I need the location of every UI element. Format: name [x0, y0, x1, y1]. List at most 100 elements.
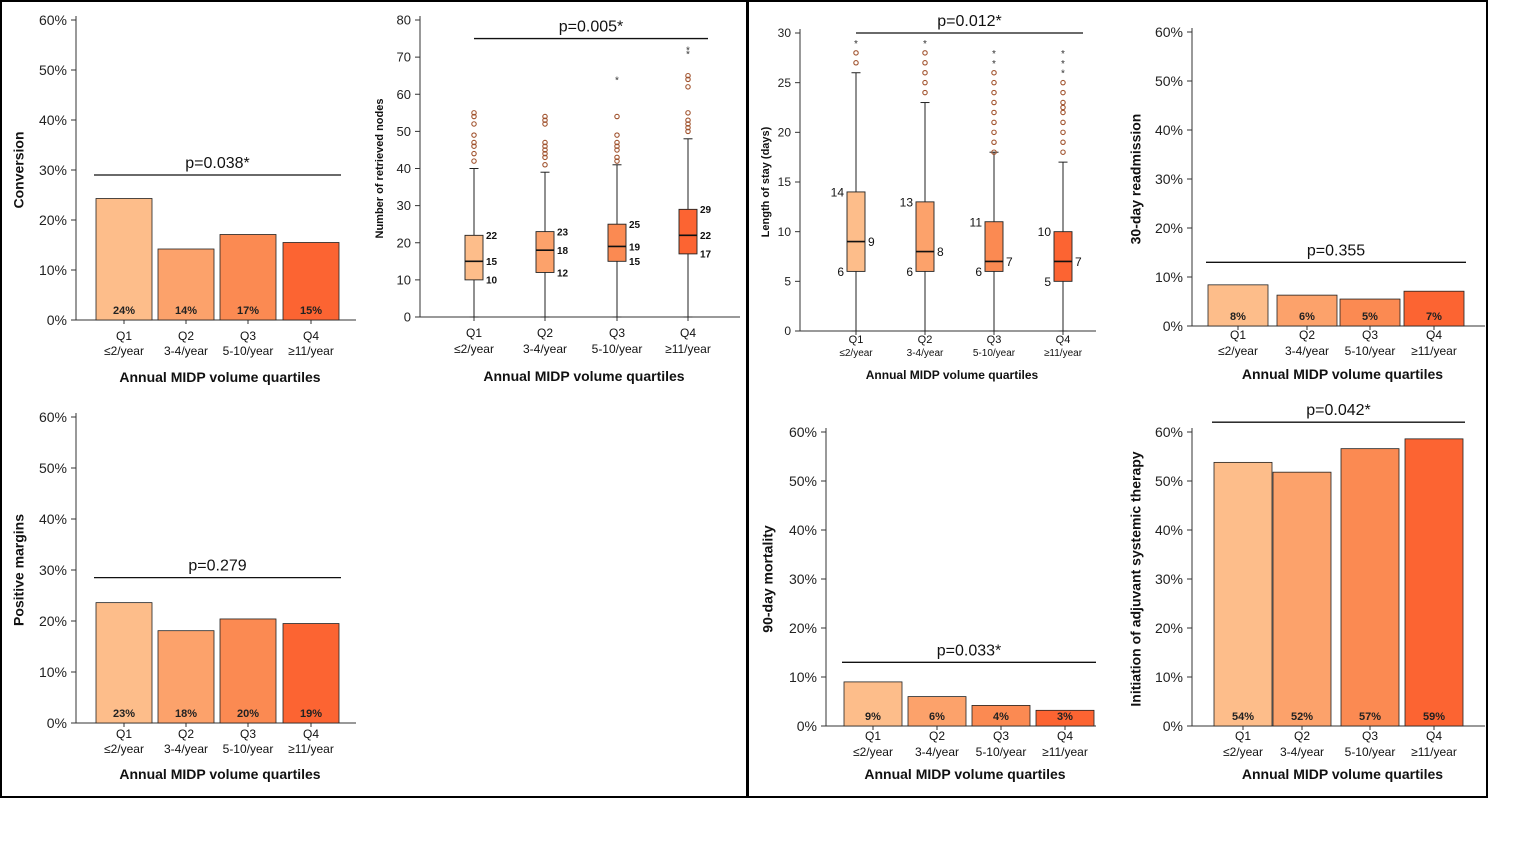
- outlier-point: [991, 149, 997, 155]
- y-tick-label: 60%: [39, 12, 67, 28]
- x-tick-label-quartile: Q4: [1056, 334, 1071, 346]
- bar-q2: [1276, 294, 1338, 327]
- outlier-point: [542, 162, 548, 168]
- outlier-point: [922, 79, 928, 86]
- bar-value-label: 19%: [300, 708, 322, 720]
- x-tick-label-quartile: Q1: [116, 329, 132, 343]
- y-tick-label: 40%: [1155, 522, 1183, 538]
- box-q2: [915, 201, 935, 272]
- bar-q3: [219, 234, 277, 321]
- x-tick-label-quartile: Q1: [116, 727, 132, 741]
- chart-margins: 0% 10% 20% 30% 40% 50% 60% Positive margins Q1≤2…: [11, 409, 356, 782]
- bar-value-label: 59%: [1423, 711, 1445, 723]
- outlier-point: [991, 69, 997, 76]
- bar-value-label: 4%: [993, 711, 1009, 723]
- x-axis-label: Annual MIDP volume quartiles: [866, 368, 1039, 382]
- outlier-point: [471, 158, 477, 164]
- bar-value-label: 6%: [929, 711, 945, 723]
- box-stat-label: 15: [629, 257, 641, 268]
- outlier-point: [1060, 149, 1066, 155]
- outlier-point: [991, 139, 997, 146]
- outlier-point: [853, 50, 859, 56]
- outlier-point: [685, 121, 691, 127]
- outlier-point: [685, 84, 691, 90]
- chart-conversion: 0% 10% 20% 30% 40% 50% 60% Conversion Q1≤2/year Q…: [11, 12, 356, 385]
- x-tick-label-range: 3-4/year: [907, 348, 944, 359]
- bar-value-label: 54%: [1232, 711, 1254, 723]
- bar-q3: [1340, 448, 1400, 727]
- outlier-point: [542, 143, 548, 149]
- y-axis-label: Length of stay (days): [760, 126, 772, 237]
- box-stat-label: 8: [937, 245, 944, 259]
- x-tick-label-quartile: Q4: [1057, 729, 1073, 743]
- x-tick-label-range: ≤2/year: [104, 344, 144, 358]
- x-tick-label-range: 5-10/year: [976, 745, 1027, 759]
- outlier-point: [991, 109, 997, 116]
- x-tick-label-quartile: Q2: [178, 329, 194, 343]
- x-tick-label-range: ≤2/year: [454, 342, 494, 356]
- outlier-point: [922, 89, 928, 96]
- bar-value-label: 9%: [865, 711, 881, 723]
- box-q1: [464, 234, 484, 281]
- bar-value-label: 18%: [175, 708, 197, 720]
- x-tick-label-range: 5-10/year: [973, 348, 1016, 359]
- y-tick-label: 60: [397, 87, 411, 102]
- x-tick-label-quartile: Q1: [849, 334, 864, 346]
- box-stat-label: 17: [700, 250, 712, 261]
- extreme-marker: *: [686, 49, 690, 60]
- x-tick-label-range: 5-10/year: [223, 344, 274, 358]
- x-tick-label-quartile: Q2: [1299, 328, 1315, 342]
- outlier-point: [471, 121, 477, 127]
- p-value-label: p=0.279: [188, 558, 246, 575]
- bar-q1: [95, 602, 153, 724]
- extreme-marker: *: [923, 39, 927, 50]
- bar-q3: [219, 618, 277, 724]
- x-tick-label-quartile: Q4: [680, 326, 696, 340]
- y-axis-label: Initiation of adjuvant systemic therapy: [1128, 451, 1144, 706]
- bar-value-label: 14%: [175, 305, 197, 317]
- outlier-point: [471, 132, 477, 138]
- x-tick-label-quartile: Q4: [1426, 729, 1442, 743]
- y-tick-label: 30%: [39, 162, 67, 178]
- y-tick-label: 5: [784, 275, 791, 289]
- outlier-point: [991, 89, 997, 96]
- y-tick-label: 50%: [1155, 73, 1183, 89]
- y-tick-label: 80: [397, 13, 411, 28]
- y-axis-label: Number of retrieved nodes: [374, 99, 386, 239]
- y-tick-label: 60%: [1155, 24, 1183, 40]
- box-stat-label: 23: [557, 227, 569, 238]
- x-tick-label-range: ≤2/year: [1223, 745, 1263, 759]
- x-tick-label-range: ≤2/year: [839, 348, 873, 359]
- chart-adjuvant: 0% 10% 20% 30% 40% 50% 60% Initiation of adjuva…: [1128, 402, 1485, 782]
- x-axis-label: Annual MIDP volume quartiles: [864, 766, 1065, 782]
- y-tick-label: 70: [397, 50, 411, 65]
- x-tick-label-range: 3-4/year: [523, 342, 567, 356]
- outlier-point: [542, 154, 548, 161]
- bar-value-label: 7%: [1426, 311, 1442, 323]
- x-tick-label-quartile: Q4: [303, 727, 319, 741]
- y-tick-label: 40%: [789, 522, 817, 538]
- outlier-point: [991, 129, 997, 136]
- x-tick-label-range: 3-4/year: [915, 745, 959, 759]
- box-q3: [607, 223, 627, 262]
- y-tick-label: 50%: [39, 460, 67, 476]
- bar-value-label: 24%: [113, 305, 135, 317]
- box-stat-label: 7: [1006, 255, 1013, 269]
- y-tick-label: 40: [397, 161, 411, 176]
- bar-value-label: 3%: [1057, 711, 1073, 723]
- outlier-point: [471, 110, 477, 116]
- x-tick-label-quartile: Q1: [1230, 328, 1246, 342]
- box-stat-label: 13: [900, 195, 914, 209]
- extreme-marker: *: [854, 39, 858, 50]
- box-stat-label: 10: [486, 276, 498, 287]
- outlier-point: [1060, 104, 1066, 111]
- p-value-label: p=0.355: [1307, 242, 1365, 259]
- y-tick-label: 10%: [39, 262, 67, 278]
- y-tick-label: 20%: [789, 620, 817, 636]
- y-tick-label: 30%: [1155, 571, 1183, 587]
- outlier-point: [542, 147, 548, 153]
- y-tick-label: 10: [397, 272, 411, 287]
- y-tick-label: 40%: [39, 112, 67, 128]
- y-tick-label: 20: [778, 126, 792, 140]
- bar-value-label: 20%: [237, 708, 259, 720]
